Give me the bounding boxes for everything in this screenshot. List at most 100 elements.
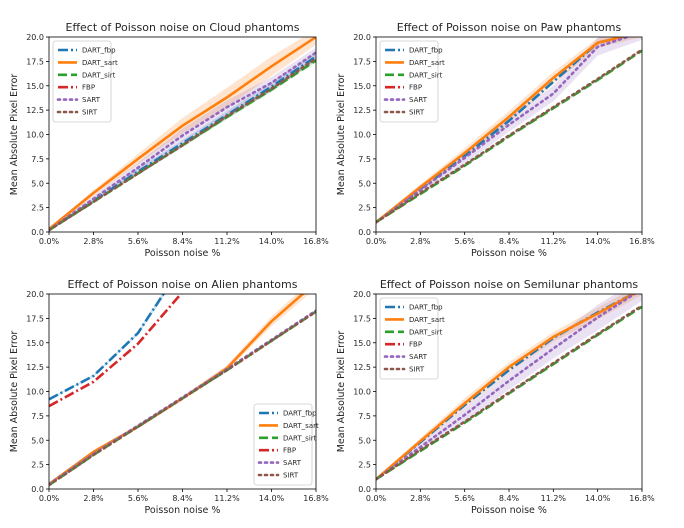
- band-sart: [376, 37, 642, 224]
- y-tick-label: 20.0: [353, 290, 371, 299]
- legend-label: SART: [409, 353, 428, 361]
- series-line-dart-sart: [376, 294, 636, 481]
- y-tick-label: 10.0: [353, 388, 371, 397]
- legend-label: FBP: [283, 447, 296, 455]
- x-tick-label: 16.8%: [629, 494, 655, 503]
- x-tick-label: 5.6%: [455, 237, 476, 246]
- series-line-sart: [49, 51, 316, 232]
- y-tick-label: 10.0: [26, 131, 44, 140]
- y-axis-label: Mean Absolute Pixel Error: [9, 331, 20, 453]
- y-tick-label: 2.5: [358, 204, 371, 213]
- x-tick-label: 0.0%: [39, 237, 60, 246]
- series-line-sart: [376, 294, 637, 481]
- legend-label: DART_fbp: [409, 304, 443, 312]
- x-tick-label: 14.0%: [585, 494, 611, 503]
- y-tick-label: 12.5: [353, 106, 371, 115]
- legend-label: SIRT: [283, 472, 299, 480]
- y-axis-label: Mean Absolute Pixel Error: [336, 74, 347, 196]
- y-tick-label: 7.5: [31, 155, 44, 164]
- legend-label: FBP: [82, 84, 95, 92]
- x-tick-label: 8.4%: [172, 494, 193, 503]
- y-tick-label: 15.0: [353, 82, 371, 91]
- x-tick-label: 11.2%: [214, 237, 240, 246]
- y-tick-label: 5.0: [358, 436, 371, 445]
- x-axis-label: Poisson noise %: [145, 505, 221, 516]
- legend-label: DART_sirt: [283, 434, 317, 442]
- plot-area: [49, 294, 316, 487]
- chart-panel-2: Effect of Poisson noise on Paw phantoms 0…: [336, 21, 655, 259]
- y-tick-label: 20.0: [353, 33, 371, 42]
- legend-label: DART_fbp: [409, 47, 443, 55]
- legend-label: DART_sart: [409, 59, 445, 67]
- legend-label: SIRT: [409, 109, 425, 117]
- x-tick-label: 11.2%: [214, 494, 240, 503]
- y-tick-label: 15.0: [26, 82, 44, 91]
- legend-label: SART: [82, 96, 101, 104]
- y-tick-label: 20.0: [26, 33, 44, 42]
- x-tick-label: 14.0%: [259, 237, 285, 246]
- x-tick-label: 2.8%: [410, 237, 431, 246]
- plot-area: [49, 37, 316, 232]
- y-tick-label: 0.0: [31, 485, 44, 494]
- y-tick-label: 12.5: [26, 106, 44, 115]
- legend: DART_fbp DART_sart DART_sirt FBP SART SIRT: [253, 403, 319, 486]
- x-tick-label: 0.0%: [366, 494, 387, 503]
- x-axis-label: Poisson noise %: [145, 248, 221, 259]
- x-tick-label: 2.8%: [410, 494, 431, 503]
- legend-label: FBP: [409, 84, 422, 92]
- x-tick-label: 11.2%: [541, 237, 567, 246]
- y-tick-label: 2.5: [31, 461, 44, 470]
- x-tick-label: 16.8%: [303, 494, 329, 503]
- series-line-sirt: [376, 48, 642, 224]
- x-tick-label: 5.6%: [128, 237, 149, 246]
- y-tick-label: 5.0: [31, 179, 44, 188]
- plot-frame: [375, 293, 643, 490]
- y-tick-label: 0.0: [31, 228, 44, 237]
- y-tick-label: 0.0: [358, 228, 371, 237]
- x-tick-label: 5.6%: [128, 494, 149, 503]
- x-tick-label: 11.2%: [541, 494, 567, 503]
- y-tick-label: 5.0: [31, 436, 44, 445]
- legend-label: DART_sart: [409, 316, 445, 324]
- legend-label: SIRT: [82, 109, 98, 117]
- y-tick-label: 5.0: [358, 179, 371, 188]
- series-line-dart-sart: [49, 37, 316, 231]
- x-tick-label: 14.0%: [585, 237, 611, 246]
- legend-label: DART_sirt: [82, 71, 116, 79]
- x-axis-label: Poisson noise %: [471, 505, 547, 516]
- legend-label: SIRT: [409, 366, 425, 374]
- legend-label: SART: [283, 459, 302, 467]
- legend-label: DART_sart: [283, 422, 319, 430]
- legend-label: DART_sirt: [409, 328, 443, 336]
- plot-frame: [375, 36, 643, 233]
- x-axis-label: Poisson noise %: [471, 248, 547, 259]
- legend: DART_fbp DART_sart DART_sirt FBP SART SIRT: [52, 40, 118, 123]
- y-tick-label: 7.5: [358, 155, 371, 164]
- band-dart-sart: [49, 37, 316, 231]
- legend-label: DART_sirt: [409, 71, 443, 79]
- chart-panel-4: Effect of Poisson noise on Semilunar pha…: [336, 278, 655, 516]
- x-tick-label: 0.0%: [366, 237, 387, 246]
- y-axis-label: Mean Absolute Pixel Error: [336, 331, 347, 453]
- y-tick-label: 2.5: [358, 461, 371, 470]
- y-axis-label: Mean Absolute Pixel Error: [9, 74, 20, 196]
- chart-title: Effect of Poisson noise on Cloud phantom…: [66, 21, 300, 34]
- y-tick-label: 12.5: [26, 363, 44, 372]
- series-line-dart-fbp: [49, 294, 165, 401]
- x-tick-label: 8.4%: [172, 237, 193, 246]
- legend-label: DART_fbp: [82, 47, 116, 55]
- chart-panel-1: Effect of Poisson noise on Cloud phantom…: [9, 21, 329, 259]
- series-line-fbp: [49, 294, 183, 408]
- y-tick-label: 7.5: [358, 412, 371, 421]
- plot-area: [376, 294, 642, 481]
- series-line-dart-sart: [376, 37, 628, 224]
- x-tick-label: 16.8%: [303, 237, 329, 246]
- legend: DART_fbp DART_sart DART_sirt FBP SART SIRT: [379, 40, 445, 123]
- plot-frame: [48, 36, 317, 233]
- legend: DART_fbp DART_sart DART_sirt FBP SART SIRT: [379, 297, 445, 380]
- y-tick-label: 10.0: [353, 131, 371, 140]
- x-tick-label: 2.8%: [83, 494, 104, 503]
- legend-label: SART: [409, 96, 428, 104]
- y-tick-label: 15.0: [353, 339, 371, 348]
